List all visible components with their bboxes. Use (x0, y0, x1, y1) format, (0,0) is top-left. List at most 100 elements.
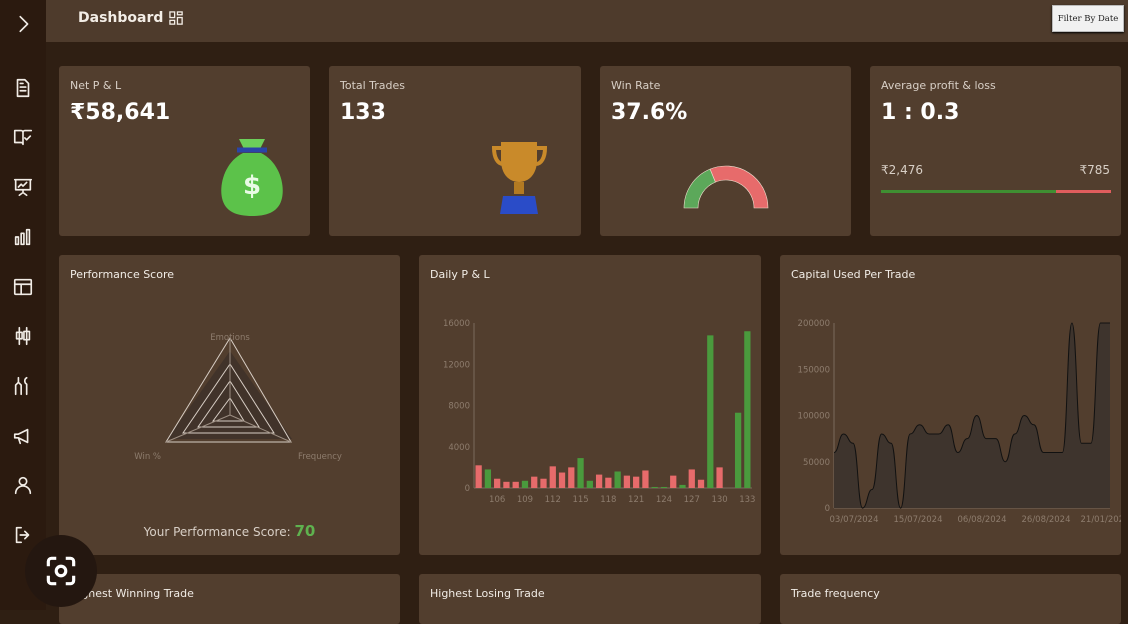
avg-profit-value: ₹2,476 (881, 163, 923, 177)
bar-118 (605, 477, 612, 488)
bar-109 (521, 480, 529, 488)
capital-chart: 0 50000 100000 150000 200000 03/07/2024 15/07/… (798, 319, 1122, 525)
trophy-icon (491, 142, 548, 214)
capital-title: Capital Used Per Trade (791, 268, 916, 281)
camera-search-icon (46, 556, 76, 586)
candlestick-icon[interactable] (11, 324, 35, 348)
x-tick-label: 130 (711, 495, 727, 505)
net-pnl-value: ₹58,641 (70, 100, 171, 125)
bar-114 (568, 467, 575, 488)
x-tick-label: 115 (572, 495, 588, 505)
avg-pnl-value: 1 : 0.3 (881, 100, 960, 125)
avg-loss-value: ₹785 (1079, 163, 1110, 177)
gauge-win-segment (683, 168, 716, 209)
bar-124 (660, 486, 668, 488)
svg-text:$: $ (243, 171, 261, 201)
trade-frequency-card: Trade frequency (780, 574, 1121, 624)
x-tick-label: 109 (517, 495, 533, 505)
net-pnl-card: Net P & L ₹58,641 $ (59, 66, 310, 236)
lens-overlay-button[interactable] (25, 535, 97, 607)
bar-121 (633, 476, 640, 488)
logout-icon[interactable] (11, 523, 35, 547)
capital-card: Capital Used Per Trade 0 50000 100000 15000… (780, 255, 1121, 555)
x-tick-label: 06/08/2024 (958, 515, 1007, 525)
highest-loss-title: Highest Losing Trade (430, 587, 545, 600)
user-icon[interactable] (11, 473, 35, 497)
gauge-loss-segment (709, 165, 769, 209)
avg-pnl-label: Average profit & loss (881, 79, 996, 92)
total-trades-card: Total Trades 133 (329, 66, 581, 236)
layout-icon[interactable] (11, 275, 35, 299)
x-tick-label: 121 (628, 495, 644, 505)
win-rate-value: 37.6% (611, 100, 688, 125)
performance-score-card: Performance Score Emotions Frequency Win… (59, 255, 400, 555)
bar-120 (623, 475, 631, 488)
bar-129 (707, 335, 714, 488)
y-tick-label: 100000 (798, 412, 830, 422)
bar-106 (494, 478, 501, 488)
y-tick-label: 200000 (798, 319, 830, 329)
header: Dashboard Filter By Date (46, 0, 1128, 42)
money-bag-icon: $ (221, 139, 283, 216)
daily-pnl-chart: 0 4000 8000 12000 16000 106 109 112 115 118 121 124… (443, 319, 756, 505)
performance-radar-chart: Emotions Frequency Win % (134, 333, 342, 462)
x-tick-label: 133 (739, 495, 755, 505)
tools-icon[interactable] (11, 374, 35, 398)
bar-116 (586, 480, 593, 488)
highest-win-card: Highest Winning Trade (59, 574, 400, 624)
y-tick-label: 16000 (443, 319, 470, 329)
presentation-chart-icon[interactable] (11, 175, 35, 199)
y-tick-label: 12000 (443, 360, 470, 370)
bar-119 (614, 471, 621, 488)
document-icon[interactable] (11, 76, 35, 100)
daily-pnl-title: Daily P & L (430, 268, 490, 281)
x-tick-label: 112 (545, 495, 561, 505)
grid-icon (169, 10, 184, 25)
x-tick-label: 124 (656, 495, 672, 505)
bar-126 (679, 484, 686, 488)
bar-122 (642, 470, 649, 488)
avg-pnl-card: Average profit & loss 1 : 0.3 ₹2,476 ₹78… (870, 66, 1121, 236)
bar-105 (484, 469, 492, 488)
x-tick-label: 21/01/2025 (1081, 515, 1122, 525)
highest-win-title: Highest Winning Trade (70, 587, 194, 600)
bar-chart-icon[interactable] (11, 225, 35, 249)
bar-104 (475, 465, 482, 488)
radar-axis-win: Win % (134, 452, 161, 462)
performance-score: Your Performance Score: 70 (59, 522, 400, 540)
y-tick-label: 0 (825, 504, 830, 514)
x-tick-label: 26/08/2024 (1022, 515, 1071, 525)
filter-by-date-button[interactable]: Filter By Date (1052, 5, 1124, 32)
radar-axis-frequency: Frequency (298, 452, 342, 462)
bar-115 (577, 458, 584, 488)
score-value: 70 (294, 522, 316, 540)
win-rate-gauge (683, 165, 769, 209)
y-tick-label: 150000 (798, 365, 830, 375)
profit-loss-bar (881, 190, 1111, 193)
total-trades-label: Total Trades (340, 79, 406, 92)
profit-fill (881, 190, 1056, 193)
x-tick-label: 03/07/2024 (830, 515, 879, 525)
trade-frequency-title: Trade frequency (791, 587, 880, 600)
x-tick-label: 106 (489, 495, 505, 505)
bar-127 (688, 469, 695, 488)
expand-chevron-icon[interactable] (11, 12, 35, 36)
y-tick-label: 8000 (448, 402, 470, 412)
daily-pnl-card: Daily P & L 0 4000 8000 12000 16000 106 109 112… (419, 255, 761, 555)
y-tick-label: 0 (465, 484, 470, 494)
y-tick-label: 4000 (448, 443, 470, 453)
bar-108 (512, 481, 519, 488)
bar-130 (716, 467, 723, 488)
bar-125 (670, 475, 677, 488)
megaphone-icon[interactable] (11, 424, 35, 448)
capital-area (834, 323, 1110, 508)
win-rate-card: Win Rate 37.6% (600, 66, 851, 236)
y-tick-label: 50000 (803, 458, 830, 468)
book-check-icon[interactable] (11, 125, 35, 149)
score-label: Your Performance Score: (143, 525, 291, 539)
x-tick-label: 127 (684, 495, 700, 505)
bar-117 (595, 474, 603, 488)
bar-110 (531, 476, 538, 488)
net-pnl-label: Net P & L (70, 79, 122, 92)
total-trades-value: 133 (340, 100, 386, 125)
